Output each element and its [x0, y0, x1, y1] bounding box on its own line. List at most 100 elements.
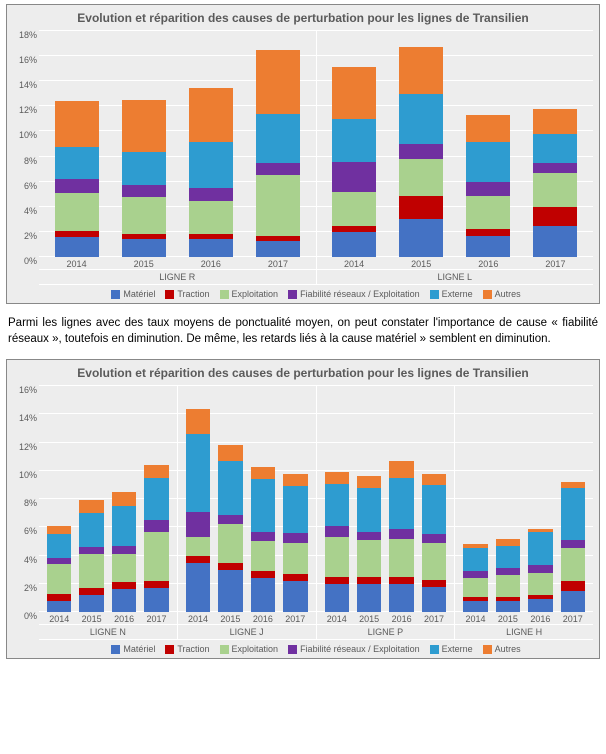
bar-segment-materiel — [112, 589, 136, 612]
bar-segment-externe — [466, 142, 510, 182]
year-label: 2016 — [247, 614, 279, 624]
bar-segment-autres — [332, 67, 376, 118]
bar-segment-autres — [79, 500, 103, 513]
year-label: 2016 — [455, 259, 522, 269]
legend-item: Matériel — [111, 289, 155, 299]
bar-segment-materiel — [528, 599, 552, 612]
legend-swatch — [165, 645, 174, 654]
legend-label: Traction — [177, 289, 209, 299]
bar-segment-autres — [325, 472, 349, 483]
bar-segment-exploitation — [251, 541, 275, 571]
legend-item: Exploitation — [220, 644, 279, 654]
bar-segment-externe — [144, 478, 168, 520]
bar-segment-exploitation — [528, 573, 552, 596]
bar-segment-exploitation — [466, 196, 510, 230]
legend-item: Exploitation — [220, 289, 279, 299]
bar-segment-fiabilite — [496, 568, 520, 575]
bar-segment-externe — [533, 134, 577, 163]
bar-segment-exploitation — [533, 173, 577, 207]
bar-segment-exploitation — [463, 578, 487, 596]
x-group: 2014201520162017LIGNE L — [316, 257, 594, 284]
bar-segment-fiabilite — [561, 540, 585, 548]
bar-segment-traction — [144, 581, 168, 588]
bar-segment-exploitation — [112, 554, 136, 582]
bar — [496, 386, 520, 612]
bar-segment-autres — [218, 445, 242, 461]
legend-label: Matériel — [123, 289, 155, 299]
bar-segment-exploitation — [325, 537, 349, 577]
bar — [144, 386, 168, 612]
legend-item: Traction — [165, 289, 209, 299]
bar-segment-traction — [112, 582, 136, 589]
bar-segment-autres — [186, 409, 210, 434]
bar — [218, 386, 242, 612]
bar-segment-autres — [399, 47, 443, 93]
bar-segment-autres — [251, 467, 275, 480]
bar-segment-fiabilite — [399, 144, 443, 159]
legend-swatch — [430, 645, 439, 654]
legend-item: Externe — [430, 644, 473, 654]
bar-group — [454, 386, 593, 612]
group-label: LIGNE H — [455, 624, 593, 639]
mid-paragraph: Parmi les lignes avec des taux moyens de… — [0, 308, 606, 355]
bar-segment-fiabilite — [466, 182, 510, 196]
bar-segment-materiel — [466, 236, 510, 257]
legend: MatérielTractionExploitationFiabilité ré… — [39, 639, 593, 656]
legend-label: Exploitation — [232, 289, 279, 299]
legend-label: Fiabilité réseaux / Exploitation — [300, 289, 420, 299]
year-label: 2015 — [492, 614, 524, 624]
bar-segment-autres — [533, 109, 577, 134]
bar — [251, 386, 275, 612]
bar-segment-fiabilite — [533, 163, 577, 173]
bar-segment-materiel — [47, 601, 71, 612]
year-label: 2017 — [418, 614, 450, 624]
year-label: 2014 — [321, 614, 353, 624]
year-label: 2015 — [214, 614, 246, 624]
group-label: LIGNE R — [39, 269, 316, 284]
bar-segment-traction — [47, 594, 71, 601]
bar-segment-externe — [112, 506, 136, 546]
year-label: 2015 — [388, 259, 455, 269]
bar-segment-externe — [463, 548, 487, 571]
bar-segment-traction — [325, 577, 349, 584]
year-label: 2017 — [244, 259, 311, 269]
x-axis: 2014201520162017LIGNE R2014201520162017L… — [39, 257, 593, 284]
legend-label: Autres — [495, 289, 521, 299]
year-label: 2017 — [522, 259, 589, 269]
bar-segment-exploitation — [256, 175, 300, 235]
bar-segment-autres — [283, 474, 307, 487]
bar-segment-externe — [186, 434, 210, 512]
bar-segment-fiabilite — [422, 534, 446, 542]
bar-segment-exploitation — [389, 539, 413, 577]
bar-segment-materiel — [144, 588, 168, 612]
bar-segment-materiel — [422, 587, 446, 612]
bar-segment-materiel — [325, 584, 349, 612]
bar-segment-autres — [122, 100, 166, 151]
bar-segment-autres — [112, 492, 136, 506]
legend-swatch — [288, 290, 297, 299]
bars-row — [455, 386, 593, 612]
bar-segment-externe — [283, 486, 307, 533]
legend-swatch — [165, 290, 174, 299]
legend-item: Fiabilité réseaux / Exploitation — [288, 289, 420, 299]
bar-segment-exploitation — [332, 192, 376, 226]
bars-row — [317, 386, 455, 612]
bar-segment-fiabilite — [144, 520, 168, 531]
bar — [283, 386, 307, 612]
year-row: 2014201520162017 — [39, 612, 177, 624]
bar-segment-traction — [422, 580, 446, 587]
bar-segment-fiabilite — [122, 185, 166, 196]
bar-segment-exploitation — [496, 575, 520, 596]
bar — [422, 386, 446, 612]
bars-row — [39, 386, 177, 612]
year-label: 2016 — [177, 259, 244, 269]
bar-segment-traction — [399, 196, 443, 220]
bar-segment-autres — [496, 539, 520, 546]
chart-title: Evolution et réparition des causes de pe… — [13, 366, 593, 380]
bar-segment-materiel — [496, 601, 520, 612]
bar — [186, 386, 210, 612]
group-label: LIGNE N — [39, 624, 177, 639]
legend-label: Traction — [177, 644, 209, 654]
bar — [55, 31, 99, 257]
bar-segment-autres — [357, 476, 381, 487]
